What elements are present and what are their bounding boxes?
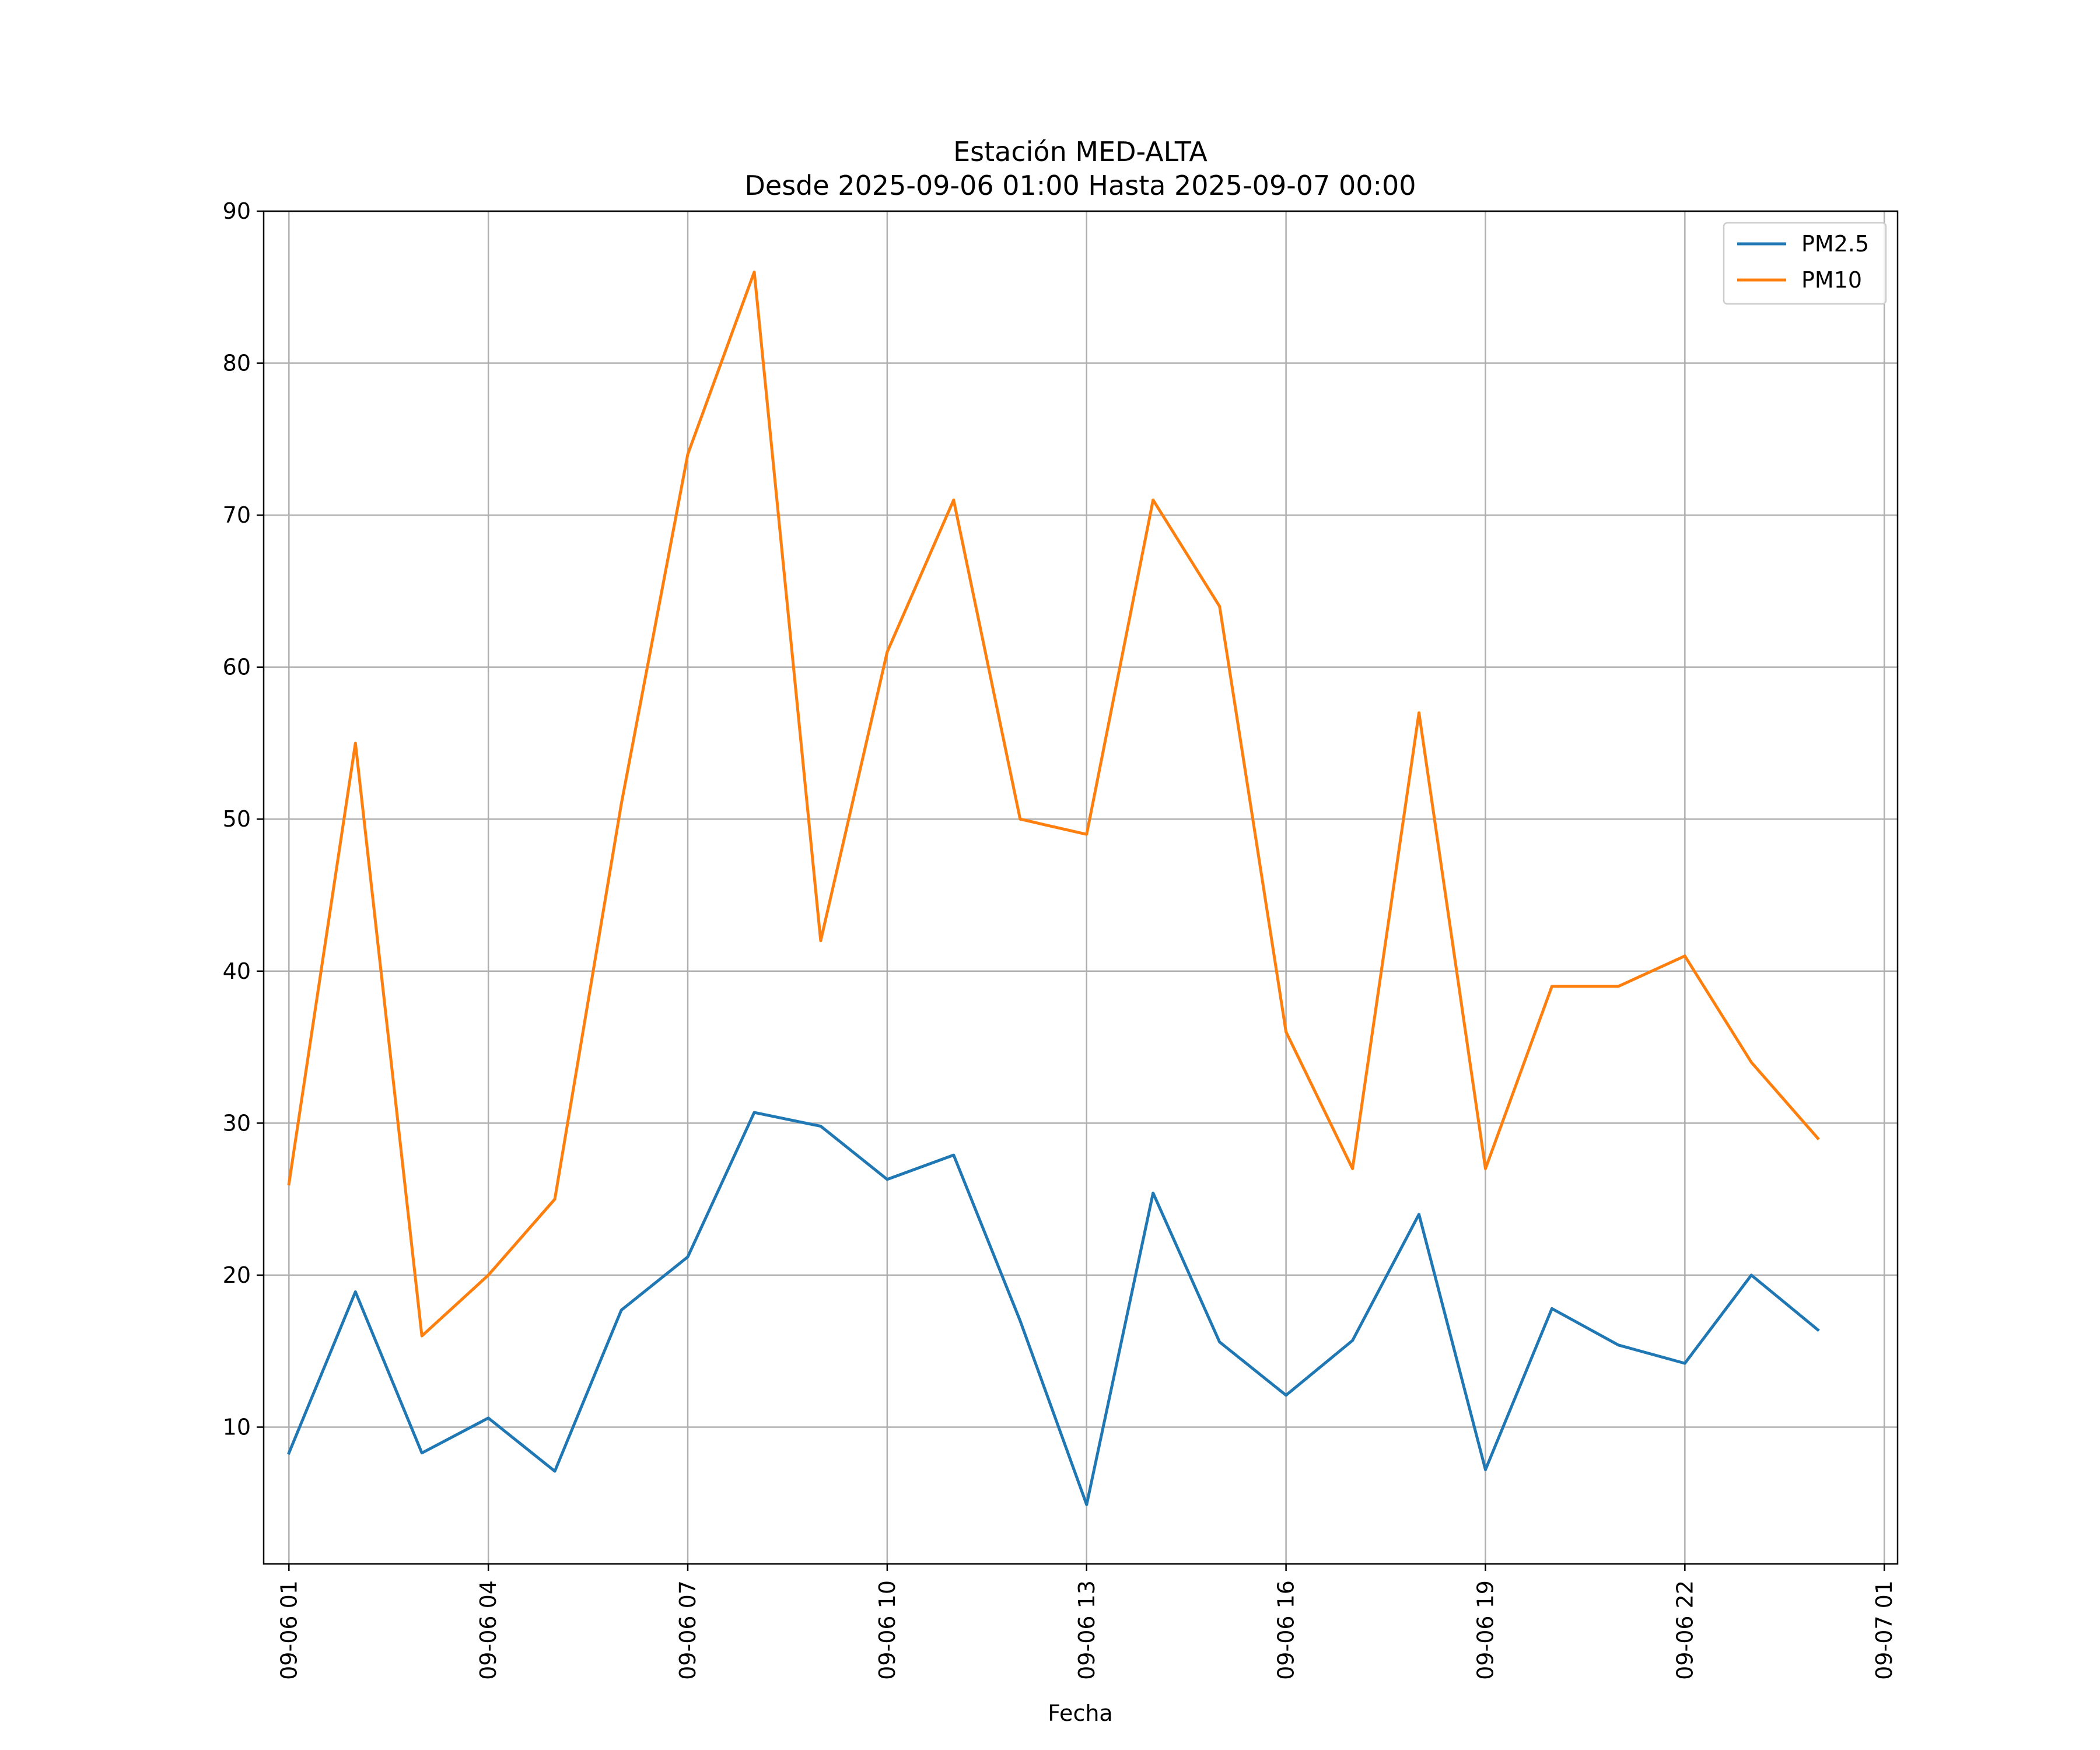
legend: PM2.5 PM10	[1723, 222, 1887, 305]
grid	[264, 210, 1898, 1564]
y-tick-label: 30	[223, 1110, 251, 1136]
y-tick-label: 50	[223, 806, 251, 832]
plot-frame	[262, 210, 1899, 1565]
y-tick-label: 90	[223, 198, 251, 224]
x-tick-label: 09-06 10	[874, 1580, 900, 1680]
x-tick-label: 09-06 19	[1472, 1580, 1498, 1680]
x-tick-label: 09-06 13	[1074, 1580, 1100, 1680]
series-line-pm10	[287, 270, 1820, 1338]
x-tick-label: 09-06 22	[1672, 1580, 1698, 1680]
y-axis: 10 20 30 40 50 60 70 80 90	[223, 198, 264, 1440]
x-axis-label: Fecha	[1048, 1700, 1112, 1726]
y-tick-label: 40	[223, 958, 251, 984]
x-tick-label: 09-06 01	[276, 1580, 302, 1680]
series-lines	[287, 270, 1820, 1506]
legend-label-pm25: PM2.5	[1801, 231, 1869, 257]
x-tick-label: 09-06 04	[475, 1580, 501, 1680]
y-tick-label: 20	[223, 1262, 251, 1288]
x-tick-label: 09-07 01	[1871, 1580, 1897, 1680]
y-tick-label: 60	[223, 654, 251, 680]
y-tick-label: 70	[223, 502, 251, 528]
chart-title: Estación MED-ALTA	[953, 136, 1208, 167]
chart-subtitle: Desde 2025-09-06 01:00 Hasta 2025-09-07 …	[744, 170, 1416, 201]
x-axis: 09-06 01 09-06 04 09-06 07 09-06 10 09-06 13…	[276, 1564, 1897, 1680]
x-tick-label: 09-06 16	[1273, 1580, 1299, 1680]
series-line-pm25	[287, 1111, 1820, 1506]
legend-label-pm10: PM10	[1801, 267, 1862, 293]
x-tick-label: 09-06 07	[675, 1580, 701, 1680]
y-tick-label: 10	[223, 1414, 251, 1440]
y-tick-label: 80	[223, 351, 251, 376]
